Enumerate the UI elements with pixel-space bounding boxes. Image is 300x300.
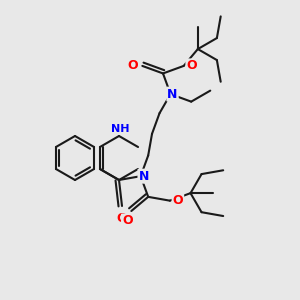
- Text: N: N: [139, 170, 149, 183]
- Text: N: N: [167, 88, 178, 100]
- Text: O: O: [127, 59, 138, 72]
- Text: O: O: [172, 194, 183, 207]
- Text: O: O: [117, 212, 127, 224]
- Text: NH: NH: [111, 124, 129, 134]
- Text: O: O: [186, 59, 197, 72]
- Text: O: O: [122, 214, 133, 227]
